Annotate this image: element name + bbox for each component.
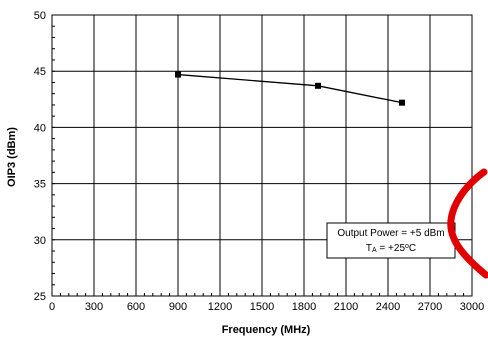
y-tick-label: 35 [34, 179, 46, 191]
annotation-t: T [366, 243, 372, 254]
y-tick-label: 25 [34, 291, 46, 303]
annotation-temp-value: = +25 [377, 243, 406, 254]
annotation-frame [326, 222, 456, 259]
series-layer [175, 71, 405, 106]
y-axis-title: OIP3 (dBm) [6, 127, 18, 187]
x-tick-label: 600 [127, 301, 145, 313]
data-point [399, 99, 405, 106]
x-axis-title: Frequency (MHz) [222, 324, 311, 336]
annotation-output-power: Output Power = +5 dBm [337, 228, 444, 239]
x-tick-label: 300 [85, 301, 103, 313]
x-tick-label: 900 [169, 301, 187, 313]
x-tick-label: 0 [49, 301, 55, 313]
x-tick-label: 2700 [418, 301, 442, 313]
y-tick-label: 30 [34, 235, 46, 247]
x-tick-labels: 0 300 600 900 1200 1500 1800 2100 2400 2700 3000 [49, 301, 484, 313]
annotation-temperature: TA = +25oC [366, 243, 416, 254]
x-tick-label: 2400 [376, 301, 400, 313]
annotation-degree: o [405, 243, 409, 250]
y-tick-labels: 25 30 35 40 45 50 [34, 10, 46, 303]
annotation-unit: C [409, 243, 416, 254]
annotation-t-subscript: A [372, 247, 377, 254]
data-point [175, 71, 181, 78]
y-tick-label: 45 [34, 66, 46, 78]
x-tick-label: 3000 [460, 301, 484, 313]
annotation-box: Output Power = +5 dBm TA = +25oC [326, 222, 456, 259]
y-tick-label: 40 [34, 122, 46, 134]
x-tick-label: 1200 [208, 301, 232, 313]
x-tick-label: 1500 [250, 301, 274, 313]
data-point [315, 82, 321, 89]
red-curve-decoration [447, 168, 488, 279]
x-tick-label: 1800 [292, 301, 316, 313]
x-tick-label: 2100 [334, 301, 358, 313]
minor-ticks [51, 14, 473, 297]
y-tick-label: 50 [34, 10, 46, 22]
